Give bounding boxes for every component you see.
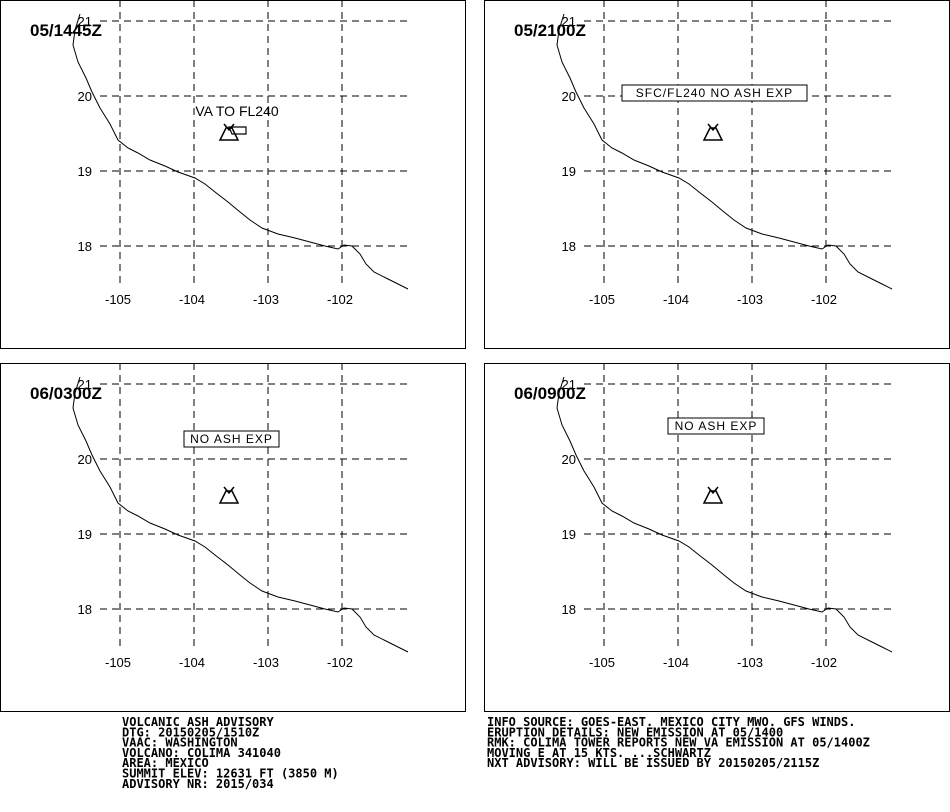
lat-label: 19 [562, 527, 576, 542]
lat-label: 21 [562, 14, 576, 29]
lon-label: -104 [179, 292, 205, 307]
annotation: SFC/FL240 NO ASH EXP [636, 86, 793, 100]
coastline [72, 13, 409, 290]
lat-label: 18 [562, 239, 576, 254]
lat-label: 19 [562, 164, 576, 179]
lat-label: 20 [78, 89, 92, 104]
lon-label: -102 [811, 292, 837, 307]
volcano-icon [218, 486, 240, 504]
lon-label: -105 [589, 292, 615, 307]
lat-label: 21 [562, 377, 576, 392]
lat-label: 20 [562, 452, 576, 467]
annotation: VA TO FL240 [195, 103, 278, 119]
lat-label: 21 [78, 377, 92, 392]
lon-label: -105 [589, 655, 615, 670]
lon-label: -103 [253, 655, 279, 670]
coastline [556, 13, 893, 290]
advisory-line: AREA: MEXICO [122, 756, 209, 770]
panel-border [484, 0, 950, 349]
valid-time: 05/2100Z [514, 21, 586, 40]
map-panel: -105 -104 -103 -102 21 20 19 18 06/0300Z NO ASH E… [0, 363, 466, 712]
coastline [72, 376, 409, 653]
map-panel: -105 -104 -103 -102 21 20 19 18 05/2100Z SFC/FL24… [484, 0, 950, 349]
annotation-box [667, 417, 765, 435]
panel-border [0, 0, 466, 349]
lat-label: 18 [78, 239, 92, 254]
lon-label: -104 [663, 292, 689, 307]
coastline [556, 376, 893, 653]
annotation: NO ASH EXP [190, 432, 273, 446]
advisory-line: DTG: 20150205/1510Z [122, 725, 259, 739]
valid-time: 06/0300Z [30, 384, 102, 403]
lon-label: -103 [737, 292, 763, 307]
lon-label: -103 [737, 655, 763, 670]
advisory-line: MOVING E AT 15 KTS. ...SCHWARTZ [487, 746, 711, 760]
valid-time: 06/0900Z [514, 384, 586, 403]
advisory-line: SUMMIT ELEV: 12631 FT (3850 M) [122, 767, 339, 781]
lat-label: 18 [78, 602, 92, 617]
lat-label: 20 [562, 89, 576, 104]
advisory-line: INFO SOURCE: GOES-EAST. MEXICO CITY MWO.… [487, 715, 855, 729]
lon-label: -102 [811, 655, 837, 670]
volcano-icon [218, 123, 240, 141]
advisory-line: RMK: COLIMA TOWER REPORTS NEW VA EMISSIO… [487, 736, 870, 750]
lon-label: -104 [663, 655, 689, 670]
lon-label: -104 [179, 655, 205, 670]
volcano-icon [702, 123, 724, 141]
lon-label: -102 [327, 655, 353, 670]
panel-border [484, 363, 950, 712]
annotation-box [621, 84, 808, 102]
lat-label: 19 [78, 527, 92, 542]
lat-label: 21 [78, 14, 92, 29]
lat-label: 20 [78, 452, 92, 467]
advisory-line: NXT ADVISORY: WILL BE ISSUED BY 20150205… [487, 756, 819, 770]
map-panel: -105 -104 -103 -102 21 20 19 18 06/0900Z NO ASH E… [484, 363, 950, 712]
annotation-box [183, 430, 280, 448]
map-panel: -105 -104 -103 -102 21 20 19 18 05/1445Z VA TO FL… [0, 0, 466, 349]
advisory-line: VOLCANIC ASH ADVISORY [122, 715, 274, 729]
advisory-line: VOLCANO: COLIMA 341040 [122, 746, 281, 760]
ash-area [228, 126, 247, 135]
lon-label: -103 [253, 292, 279, 307]
lon-label: -105 [105, 292, 131, 307]
lat-label: 19 [78, 164, 92, 179]
annotation: NO ASH EXP [675, 419, 758, 433]
panel-border [0, 363, 466, 712]
lon-label: -102 [327, 292, 353, 307]
advisory-line: ERUPTION DETAILS: NEW EMISSION AT 05/140… [487, 725, 783, 739]
lat-label: 18 [562, 602, 576, 617]
advisory-line: ADVISORY NR: 2015/034 [122, 777, 274, 791]
volcano-icon [702, 486, 724, 504]
valid-time: 05/1445Z [30, 21, 102, 40]
lon-label: -105 [105, 655, 131, 670]
advisory-line: VAAC: WASHINGTON [122, 736, 238, 750]
